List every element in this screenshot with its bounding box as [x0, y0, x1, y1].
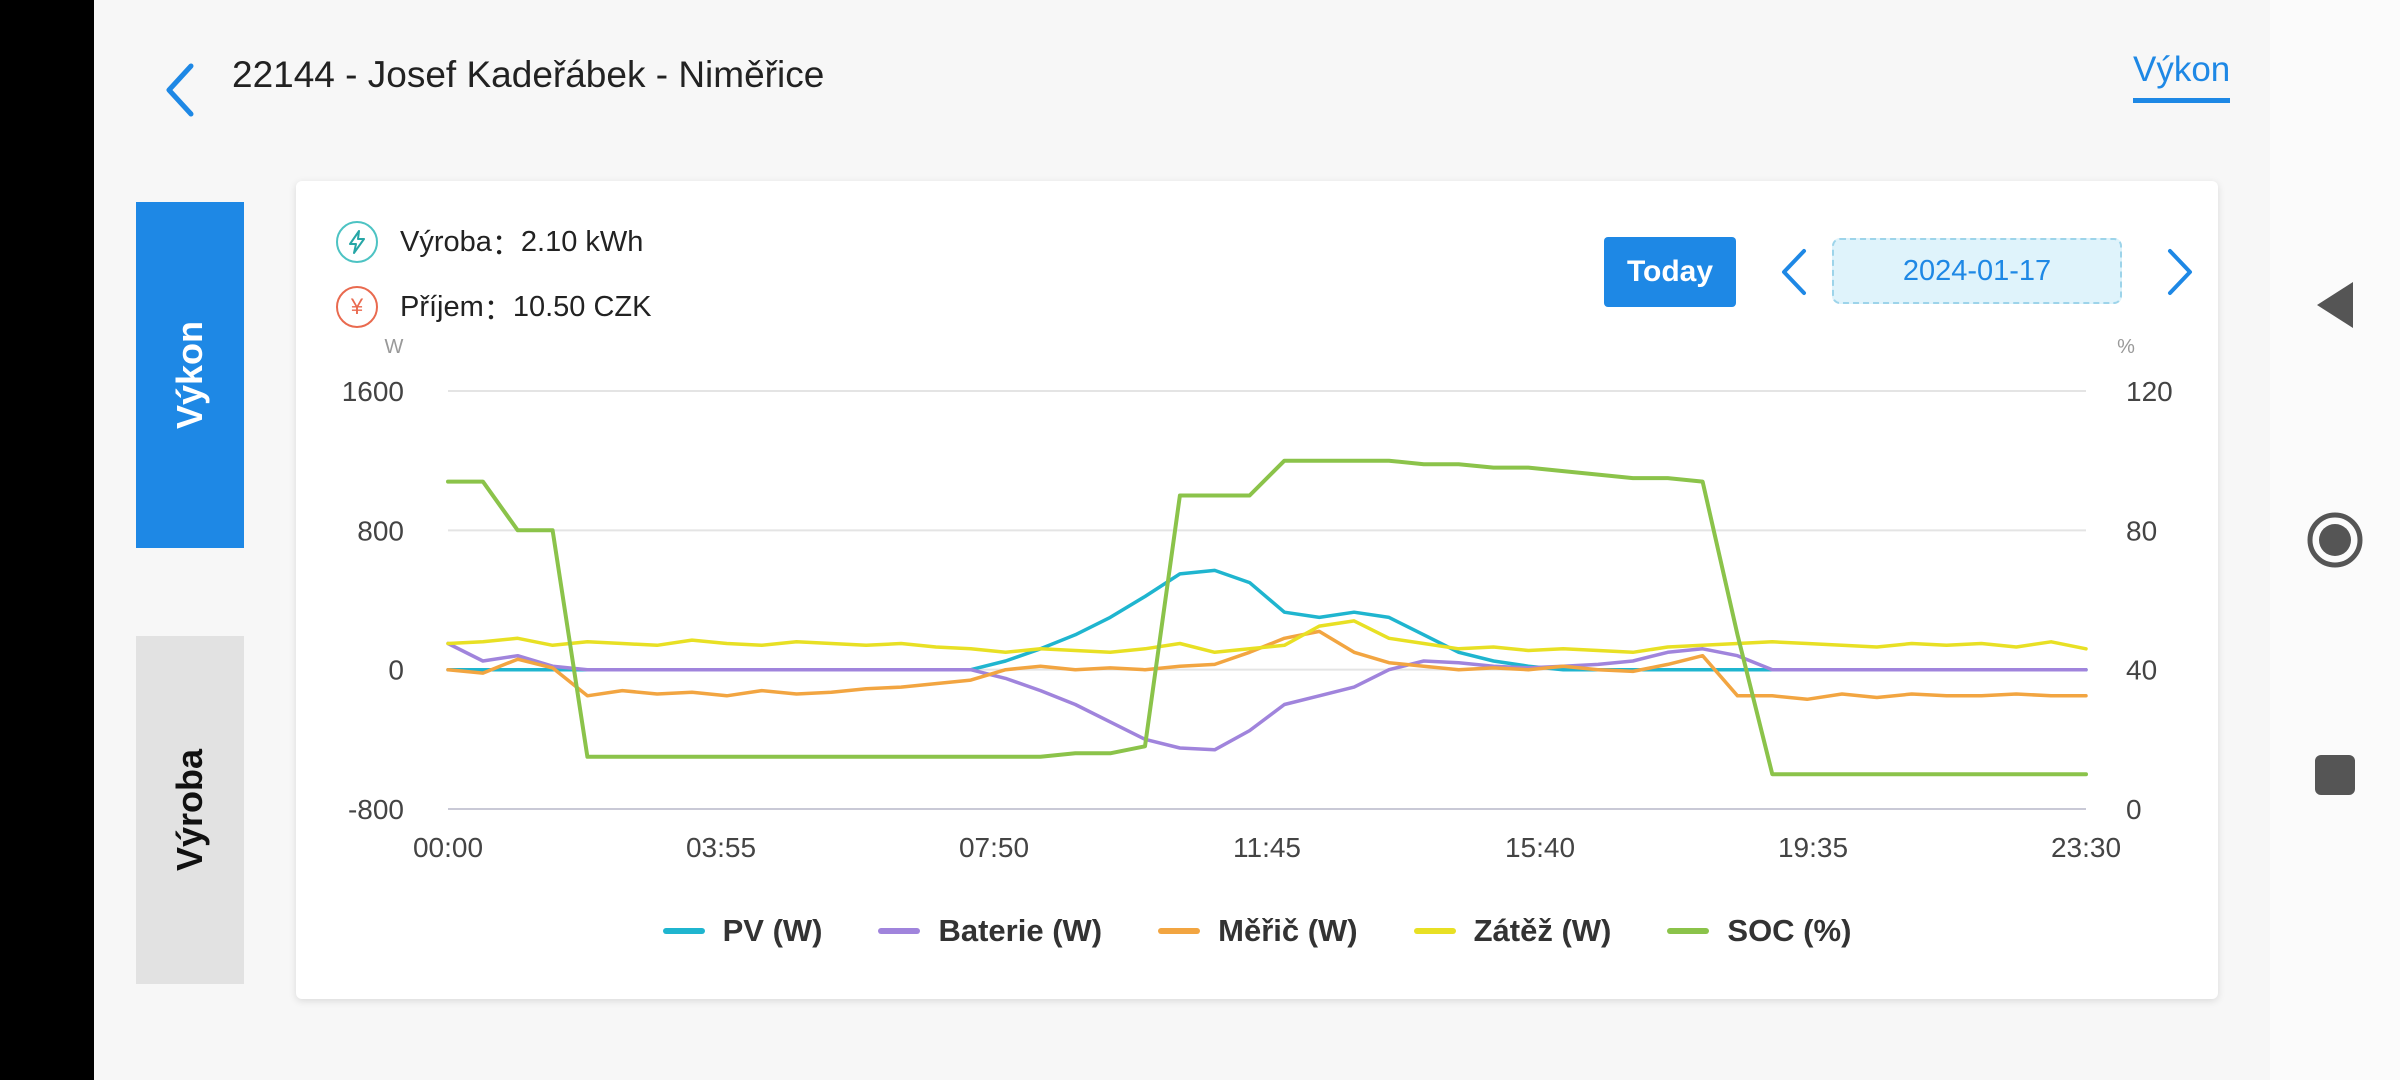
x-tick-label: 00:00	[413, 832, 483, 863]
chevron-left-icon	[166, 63, 194, 117]
y-left-tick-label: 0	[388, 655, 404, 686]
y-left-tick-label: 1600	[342, 376, 404, 407]
back-button[interactable]	[150, 55, 210, 125]
left-screen-edge	[0, 0, 94, 1080]
y-left-unit-label: W	[385, 336, 404, 358]
y-left-tick-label: 800	[357, 515, 404, 546]
x-tick-label: 03:55	[686, 832, 756, 863]
next-date-button[interactable]	[2155, 239, 2205, 305]
side-tab-vykon[interactable]: Výkon	[136, 202, 244, 548]
legend-swatch	[1413, 928, 1456, 934]
circle-home-icon	[2307, 512, 2363, 568]
series-line-0	[446, 568, 2088, 672]
x-tick-label: 07:50	[959, 832, 1029, 863]
x-tick-label: 19:35	[1778, 832, 1848, 863]
legend-item[interactable]: Zátěž (W)	[1413, 913, 1612, 949]
y-right-tick-label: 120	[2126, 376, 2173, 407]
income-value: 10.50 CZK	[512, 290, 652, 323]
legend-label: Baterie (W)	[938, 913, 1103, 948]
chevron-left-icon	[1782, 249, 1806, 295]
nav-back-button[interactable]	[2270, 270, 2400, 340]
side-tab-label: Výkon	[169, 320, 211, 430]
legend-item[interactable]: Baterie (W)	[878, 913, 1102, 949]
legend-swatch	[878, 928, 921, 934]
legend-item[interactable]: PV (W)	[662, 913, 823, 949]
side-tab-label: Výroba	[169, 748, 211, 872]
chart-legend: PV (W) Baterie (W) Měřič (W) Zátěž (W) SOC (…	[296, 913, 2218, 949]
nav-recent-button[interactable]	[2270, 740, 2400, 810]
tab-vykon[interactable]: Výkon	[2133, 50, 2231, 103]
y-left-tick-label: -800	[348, 794, 404, 825]
legend-item[interactable]: Měřič (W)	[1158, 913, 1358, 949]
date-picker[interactable]: 2024-01-17	[1832, 238, 2122, 304]
chevron-right-icon	[2168, 249, 2192, 295]
legend-swatch	[1158, 928, 1201, 934]
x-tick-label: 11:45	[1233, 832, 1301, 863]
legend-label: PV (W)	[722, 913, 823, 948]
legend-item[interactable]: SOC (%)	[1667, 913, 1851, 949]
income-stat: ¥ Příjem： 10.50 CZK	[336, 286, 651, 328]
nav-home-button[interactable]	[2270, 505, 2400, 575]
production-stat: Výroba： 2.10 kWh	[336, 221, 643, 263]
production-separator: ：	[491, 229, 521, 261]
series-line-4	[446, 458, 2088, 777]
legend-label: SOC (%)	[1727, 913, 1852, 948]
y-right-tick-label: 80	[2126, 515, 2157, 546]
y-right-tick-label: 0	[2126, 794, 2142, 825]
production-value: 2.10 kWh	[520, 225, 644, 258]
legend-swatch	[662, 928, 705, 934]
prev-date-button[interactable]	[1769, 239, 1819, 305]
legend-label: Měřič (W)	[1218, 913, 1358, 948]
side-tab-vyroba[interactable]: Výroba	[136, 636, 244, 984]
y-right-tick-label: 40	[2126, 655, 2157, 686]
x-tick-label: 15:40	[1505, 832, 1575, 863]
power-chart-card: Výroba： 2.10 kWh ¥ Příjem： 10.50 CZK Today…	[296, 181, 2218, 999]
legend-swatch	[1667, 928, 1710, 934]
y-right-unit-label: %	[2117, 336, 2135, 358]
production-label: Výroba	[400, 225, 492, 258]
income-separator: ：	[483, 294, 513, 326]
page-title: 22144 - Josef Kadeřábek - Niměřice	[232, 54, 825, 95]
series-line-3	[446, 619, 2088, 655]
today-button[interactable]: Today	[1604, 237, 1736, 307]
yen-icon: ¥	[336, 286, 378, 328]
triangle-left-icon	[2317, 282, 2353, 328]
lightning-icon	[336, 221, 378, 263]
legend-label: Zátěž (W)	[1473, 913, 1612, 948]
income-label: Příjem	[400, 290, 484, 323]
power-line-chart: 1600 800 0 -800 120 80 40 0 W % 00:00 03:55 07:50 11:…	[342, 336, 2173, 863]
series-line-1	[446, 641, 2088, 752]
x-tick-label: 23:30	[2051, 832, 2121, 863]
system-nav-bar	[2270, 0, 2400, 1080]
square-recent-icon	[2315, 755, 2355, 795]
